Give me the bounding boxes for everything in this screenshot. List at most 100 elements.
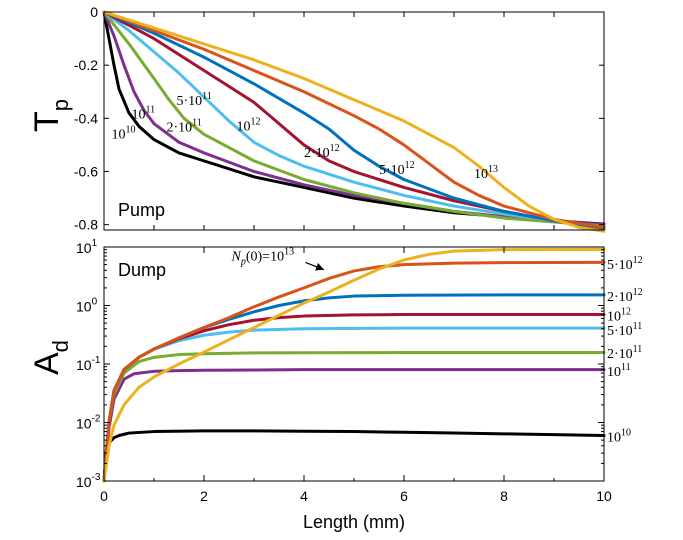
dump-ytick-label-base-4: 10 bbox=[76, 240, 92, 256]
pump-series-line-2 bbox=[102, 10, 606, 228]
dump-ytick-label-exp-1: -2 bbox=[92, 414, 101, 425]
dump-right-label-6-exp: 10 bbox=[621, 427, 631, 438]
callout-rest: (0)=10 bbox=[246, 249, 284, 264]
pump-annotation-7-base: 10 bbox=[474, 167, 488, 182]
pump-annotation-3-exp: 11 bbox=[202, 91, 212, 102]
dump-right-label-3-exp: 11 bbox=[633, 321, 643, 332]
dump-series-line-6 bbox=[102, 260, 606, 483]
pump-ytick-label-2: -0.4 bbox=[74, 110, 98, 126]
dump-xtick-label-4: 8 bbox=[500, 488, 508, 504]
callout-var: N bbox=[231, 249, 242, 264]
callout-sub: p bbox=[240, 256, 246, 267]
dump-right-label-3-base: 5·10 bbox=[607, 324, 633, 339]
pump-annotation-4-exp: 12 bbox=[251, 116, 261, 127]
dump-right-label-2: 1012 bbox=[607, 306, 631, 324]
dump-right-label-6: 1010 bbox=[607, 427, 631, 445]
pump-y-axis-label-sub: p bbox=[48, 99, 73, 111]
pump-panel: 101010112·10115·101110122·10125·10121013… bbox=[28, 4, 606, 233]
dump-y-axis-label-main: A bbox=[28, 352, 66, 375]
dump-callout: Np(0)=1013 bbox=[231, 246, 325, 271]
dump-ytick-label-base-1: 10 bbox=[76, 416, 92, 432]
dump-right-label-2-base: 10 bbox=[607, 309, 621, 324]
dump-right-label-0: 5·1012 bbox=[607, 255, 643, 273]
dump-right-label-5: 1011 bbox=[607, 362, 631, 380]
dump-ytick-label-exp-4: 1 bbox=[92, 238, 98, 249]
pump-annotation-4: 1012 bbox=[237, 116, 261, 134]
dump-xtick-label-1: 2 bbox=[200, 488, 208, 504]
pump-series-line-6 bbox=[102, 10, 606, 229]
dump-ytick-label-exp-3: 0 bbox=[92, 297, 98, 308]
dump-right-label-0-base: 5·10 bbox=[607, 258, 633, 273]
pump-series-group bbox=[102, 10, 606, 233]
dump-ytick-label-exp-2: -1 bbox=[92, 355, 101, 366]
pump-y-axis-label: Tp bbox=[28, 99, 73, 132]
pump-series-line-5 bbox=[102, 10, 606, 231]
dump-right-label-6-base: 10 bbox=[607, 430, 621, 445]
pump-y-ticks: 0 -0.2 -0.4 -0.6 -0.8 bbox=[74, 4, 604, 233]
pump-ytick-label-0: 0 bbox=[90, 4, 98, 20]
pump-annotation-1: 1011 bbox=[132, 104, 156, 122]
dump-ytick-label-exp-0: -3 bbox=[92, 472, 101, 483]
pump-annotation-5-exp: 12 bbox=[330, 143, 340, 154]
dump-ytick-label-2: 10-1 bbox=[76, 355, 101, 373]
dump-series-group bbox=[102, 247, 606, 483]
pump-annotation-7-exp: 13 bbox=[488, 164, 498, 175]
dump-series-line-4 bbox=[102, 313, 606, 483]
dump-right-label-1-base: 2·10 bbox=[607, 290, 633, 305]
dump-series-line-1 bbox=[102, 368, 606, 483]
pump-ytick-label-4: -0.8 bbox=[74, 217, 98, 233]
pump-annotation-0-base: 10 bbox=[112, 127, 126, 142]
dump-ytick-label-1: 10-2 bbox=[76, 414, 101, 432]
pump-annotation-5: 2·1012 bbox=[304, 143, 340, 161]
dump-series-line-0 bbox=[102, 429, 606, 483]
pump-panel-label: Pump bbox=[118, 200, 165, 220]
pump-ytick-label-3: -0.6 bbox=[74, 164, 98, 180]
dump-y-axis-label: Ad bbox=[28, 340, 73, 375]
pump-series-line-7 bbox=[102, 10, 606, 233]
dump-xtick-label-3: 6 bbox=[400, 488, 408, 504]
dump-ytick-label-4: 101 bbox=[76, 238, 98, 256]
dump-ytick-label-base-3: 10 bbox=[76, 299, 92, 315]
callout-exp: 13 bbox=[284, 246, 294, 257]
pump-annotation-3: 5·1011 bbox=[177, 91, 212, 109]
dump-right-label-0-exp: 12 bbox=[633, 255, 643, 266]
pump-annotation-2-base: 2·10 bbox=[167, 121, 193, 136]
dump-right-label-1-exp: 12 bbox=[633, 287, 643, 298]
dump-right-label-1: 2·1012 bbox=[607, 287, 643, 305]
dump-panel-label: Dump bbox=[118, 260, 166, 280]
dump-right-label-5-base: 10 bbox=[607, 365, 621, 380]
dump-right-label-4-exp: 11 bbox=[633, 344, 643, 355]
pump-annotation-0: 1010 bbox=[112, 124, 136, 142]
dump-xtick-label-2: 4 bbox=[300, 488, 308, 504]
callout-label: Np(0)=1013 bbox=[231, 246, 295, 267]
dump-right-label-2-exp: 12 bbox=[621, 306, 631, 317]
dump-right-label-3: 5·1011 bbox=[607, 321, 642, 339]
pump-annotation-1-base: 10 bbox=[132, 107, 146, 122]
dump-series-line-7 bbox=[102, 247, 606, 483]
dump-y-axis-label-sub: d bbox=[48, 340, 73, 352]
pump-annotation-6-base: 5·10 bbox=[379, 163, 405, 178]
pump-annotation-6-exp: 12 bbox=[405, 160, 415, 171]
dump-ytick-label-0: 10-3 bbox=[76, 472, 101, 490]
dump-xtick-label-0: 0 bbox=[100, 488, 108, 504]
x-axis-label: Length (mm) bbox=[303, 512, 405, 532]
dump-series-line-5 bbox=[102, 293, 606, 483]
pump-annotation-0-exp: 10 bbox=[126, 124, 136, 135]
pump-annotation-4-base: 10 bbox=[237, 119, 251, 134]
pump-annotation-5-base: 2·10 bbox=[304, 146, 330, 161]
dump-right-label-4-base: 2·10 bbox=[607, 347, 633, 362]
dump-ytick-label-base-2: 10 bbox=[76, 357, 92, 373]
pump-annotation-1-exp: 11 bbox=[146, 104, 156, 115]
pump-annotation-7: 1013 bbox=[474, 164, 498, 182]
pump-y-axis-label-main: T bbox=[28, 111, 66, 132]
dump-ytick-label-3: 100 bbox=[76, 297, 98, 315]
pump-annotation-3-base: 5·10 bbox=[177, 94, 203, 109]
callout-arrow-head bbox=[315, 263, 324, 271]
pump-ytick-label-1: -0.2 bbox=[74, 57, 98, 73]
dump-right-label-4: 2·1011 bbox=[607, 344, 642, 362]
